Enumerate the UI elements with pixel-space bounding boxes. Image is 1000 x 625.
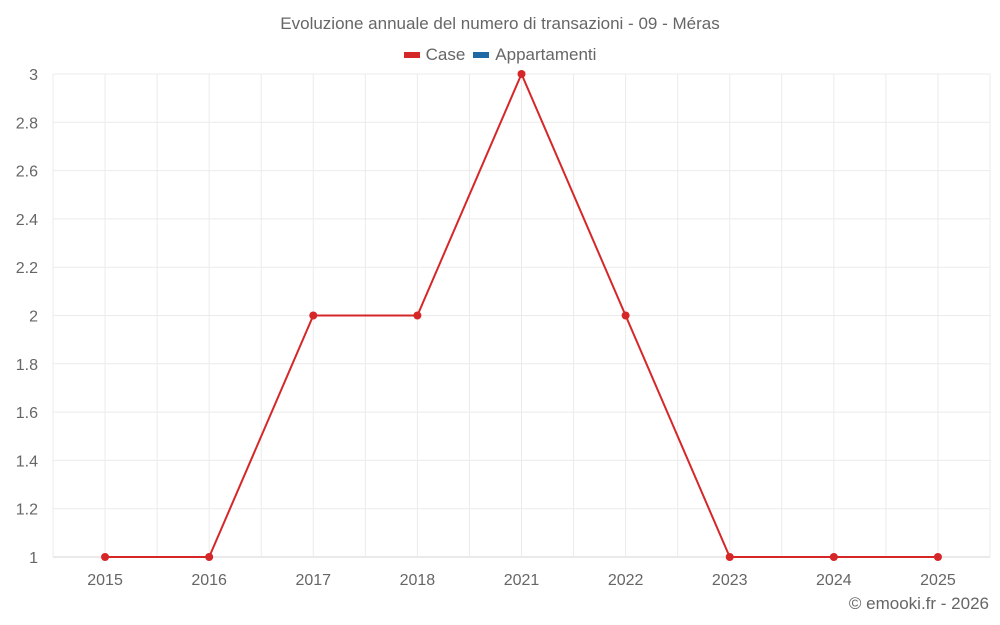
chart-title: Evoluzione annuale del numero di transaz… [280,14,720,33]
y-tick-label: 1.8 [16,357,38,374]
y-tick-label: 1.4 [16,453,38,470]
x-tick-label: 2022 [608,572,644,589]
x-tick-label: 2024 [816,572,852,589]
x-tick-label: 2025 [920,572,956,589]
data-point[interactable] [621,311,630,320]
y-tick-label: 3 [29,67,38,84]
data-point[interactable] [101,553,110,561]
credit-text: © emooki.fr - 2026 [848,594,989,613]
legend-swatch-case [403,52,420,58]
y-tick-label: 1.6 [16,405,38,422]
data-point[interactable] [829,553,838,561]
x-tick-label: 2018 [400,572,436,589]
data-point[interactable] [205,553,214,561]
legend-item-appartamenti[interactable]: Appartamenti [473,45,596,65]
chart-legend: Case Appartamenti [0,45,1000,65]
legend-swatch-appartamenti [473,52,490,58]
y-tick-label: 1 [29,550,38,567]
legend-item-case[interactable]: Case [403,45,466,65]
x-tick-label: 2021 [504,572,540,589]
y-tick-label: 1.2 [16,502,38,519]
y-tick-label: 2 [29,309,38,326]
data-point[interactable] [517,70,526,78]
x-tick-label: 2015 [87,572,123,589]
y-tick-label: 2.6 [16,164,38,181]
y-tick-label: 2.2 [16,260,38,277]
data-point[interactable] [933,553,942,561]
legend-label-appartamenti: Appartamenti [495,45,597,64]
y-tick-label: 2.4 [16,212,38,229]
x-tick-label: 2016 [191,572,227,589]
y-tick-label: 2.8 [16,115,38,132]
legend-label-case: Case [425,45,466,64]
data-point[interactable] [725,553,734,561]
data-point[interactable] [309,311,318,320]
x-tick-label: 2023 [712,572,748,589]
data-point[interactable] [413,311,422,320]
x-tick-label: 2017 [295,572,331,589]
